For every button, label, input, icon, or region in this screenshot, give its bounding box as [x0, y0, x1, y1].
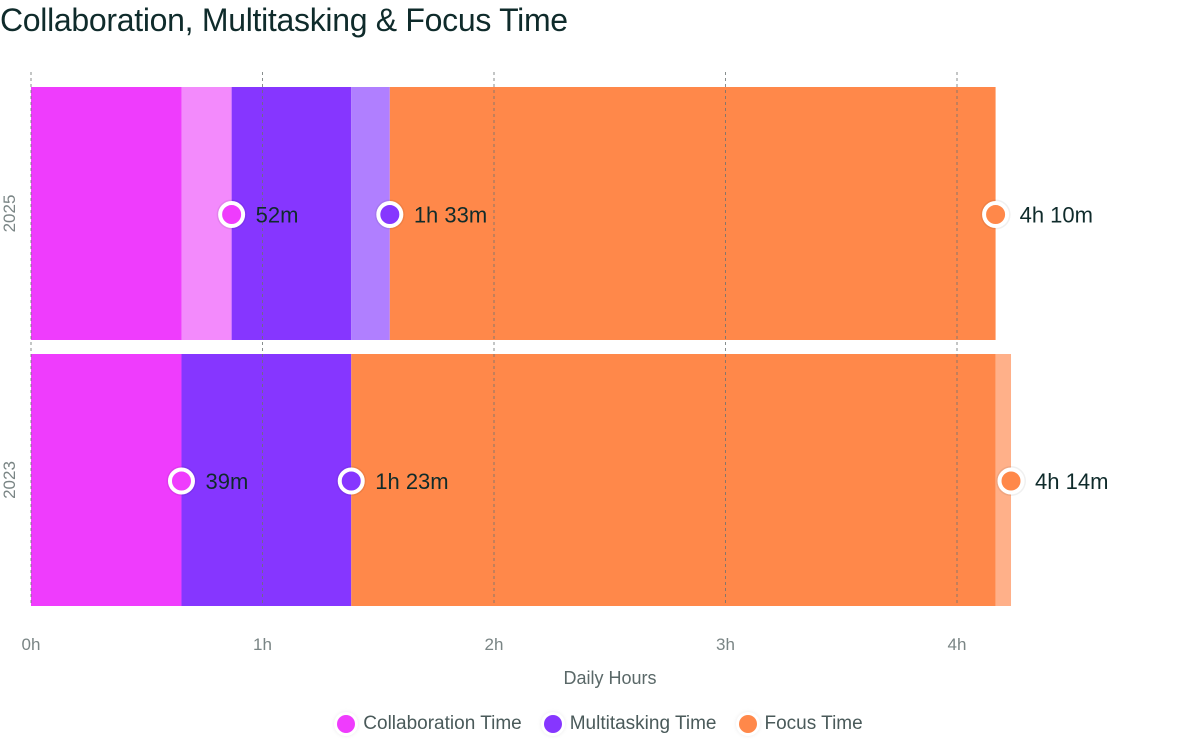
x-tick-label: 4h	[948, 635, 967, 654]
x-tick-label: 2h	[485, 635, 504, 654]
data-label: 4h 10m	[1020, 203, 1093, 228]
legend-label: Multitasking Time	[569, 713, 717, 734]
x-tick-label: 0h	[22, 635, 41, 654]
bar-segment	[351, 354, 996, 606]
data-point-marker	[167, 467, 195, 495]
data-label: 4h 14m	[1035, 469, 1108, 494]
data-label: 1h 33m	[414, 203, 487, 228]
bar-segment	[181, 354, 352, 606]
bar-segment	[231, 87, 352, 340]
legend-swatch-icon	[543, 715, 562, 733]
legend-item[interactable]: Collaboration Time	[337, 713, 522, 735]
bar-segment	[31, 87, 182, 340]
x-tick-label: 1h	[253, 635, 272, 654]
x-tick-label: 3h	[716, 635, 735, 654]
data-point-marker	[997, 467, 1025, 495]
data-label: 52m	[256, 203, 299, 228]
data-point-marker	[982, 201, 1010, 228]
legend-swatch-icon	[738, 715, 757, 733]
data-label: 1h 23m	[375, 469, 448, 494]
legend-item[interactable]: Focus Time	[738, 713, 863, 735]
bar-segment	[389, 87, 996, 340]
legend-label: Focus Time	[764, 713, 863, 734]
data-point-marker	[376, 201, 404, 228]
chart-title: Collaboration, Multitasking & Focus Time	[0, 2, 568, 38]
category-label: 2023	[0, 461, 19, 499]
legend: Collaboration Time Multitasking Time Focus…	[0, 713, 1200, 735]
data-point-marker	[218, 201, 246, 228]
data-point-marker	[337, 467, 365, 495]
legend-swatch-icon	[337, 715, 356, 733]
x-axis-title: Daily Hours	[563, 668, 656, 688]
legend-item[interactable]: Multitasking Time	[543, 713, 717, 735]
bar-segment	[31, 354, 182, 606]
data-label: 39m	[205, 469, 248, 494]
legend-label: Collaboration Time	[363, 713, 522, 734]
category-label: 2025	[0, 195, 19, 233]
